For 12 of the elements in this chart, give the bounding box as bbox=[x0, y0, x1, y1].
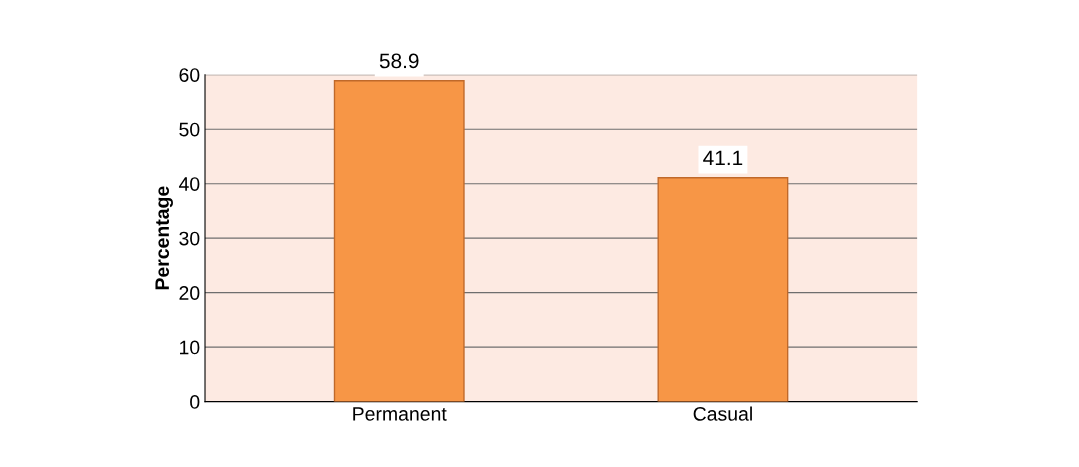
y-tick-label: 60 bbox=[179, 68, 200, 82]
y-tick-label: 40 bbox=[178, 177, 200, 191]
y-tick-label: 50 bbox=[179, 122, 200, 137]
y-tick-label: 30 bbox=[179, 231, 200, 246]
x-tick-label: Permanent bbox=[353, 407, 447, 421]
data-label: 58.9 bbox=[379, 53, 419, 69]
y-tick-label: 20 bbox=[179, 286, 200, 300]
data-label: 41.1 bbox=[703, 150, 743, 166]
y-tick-label: 0 bbox=[190, 395, 200, 409]
x-tick-label: Casual bbox=[693, 406, 752, 421]
y-axis-title: Percentage bbox=[155, 186, 173, 290]
y-tick-label: 10 bbox=[180, 340, 200, 355]
